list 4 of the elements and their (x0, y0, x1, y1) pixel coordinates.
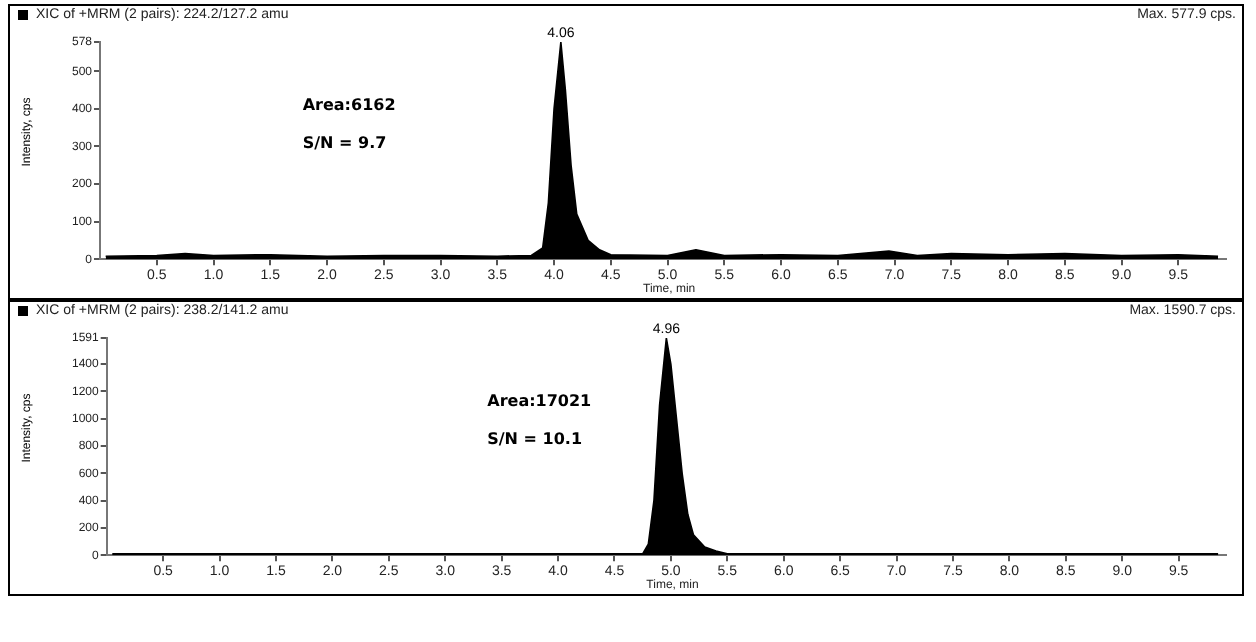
annotation: Area:6162 (302, 93, 396, 118)
annotation: Area:17021 (487, 389, 592, 414)
annotation: S/N = 10.1 (487, 427, 585, 452)
annotation: S/N = 9.7 (302, 131, 389, 156)
